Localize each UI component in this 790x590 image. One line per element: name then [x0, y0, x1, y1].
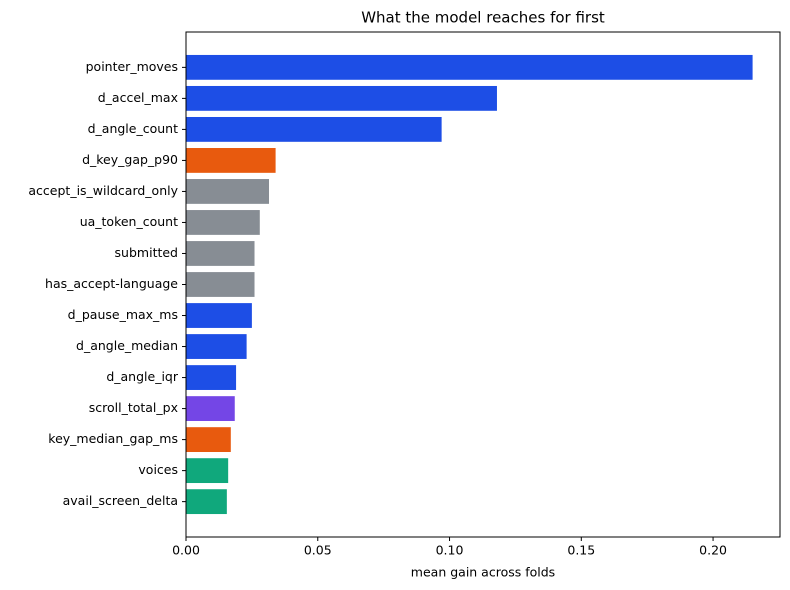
bar	[186, 365, 237, 390]
y-tick-label: d_key_gap_p90	[82, 152, 178, 167]
bar	[186, 334, 247, 359]
y-tick-label: voices	[138, 462, 178, 477]
y-tick-label: key_median_gap_ms	[48, 431, 178, 446]
y-tick-label: d_angle_iqr	[106, 369, 179, 384]
bar	[186, 396, 235, 421]
plot-frame	[185, 31, 781, 538]
x-tick-label: 0.05	[304, 543, 332, 558]
chart-title: What the model reaches for first	[361, 9, 605, 27]
bar	[186, 489, 227, 515]
x-tick-label: 0.20	[699, 543, 727, 558]
y-tick-label: d_accel_max	[98, 90, 178, 105]
x-tick-label: 0.10	[436, 543, 464, 558]
bar	[186, 303, 252, 328]
y-tick-label: ua_token_count	[80, 214, 178, 229]
y-tick-label: submitted	[115, 245, 178, 260]
bar	[186, 210, 260, 235]
bar	[186, 148, 276, 173]
bar	[186, 241, 255, 266]
x-tick-label: 0.15	[567, 543, 595, 558]
y-tick-label: avail_screen_delta	[63, 493, 178, 508]
y-tick-label: accept_is_wildcard_only	[28, 183, 178, 198]
bar	[186, 427, 231, 453]
y-tick-label: d_angle_median	[76, 338, 178, 353]
bar	[186, 272, 255, 297]
bar	[186, 54, 753, 80]
x-axis-label: mean gain across folds	[411, 565, 555, 580]
y-tick-label: scroll_total_px	[89, 400, 178, 415]
bar	[186, 458, 229, 484]
bar	[186, 179, 270, 204]
y-tick-label: d_angle_count	[88, 121, 178, 136]
x-tick-label: 0.00	[172, 543, 200, 558]
y-tick-label: has_accept-language	[45, 276, 178, 291]
y-tick-label: d_pause_max_ms	[68, 307, 178, 322]
bar	[186, 85, 497, 111]
bar	[186, 116, 442, 142]
y-tick-label: pointer_moves	[86, 59, 178, 74]
